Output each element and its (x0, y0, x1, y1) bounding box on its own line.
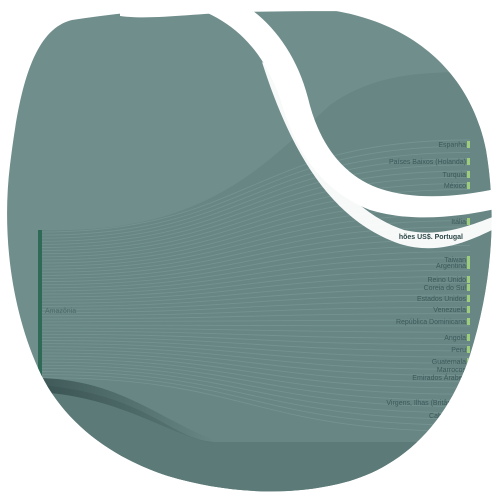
flow-link (41, 336, 471, 352)
target-label: México (444, 183, 466, 190)
flow-link (41, 282, 471, 304)
flow-link (41, 158, 471, 242)
target-node (467, 256, 470, 263)
flow-link (41, 374, 471, 426)
flow-link (41, 288, 471, 307)
target-node (467, 284, 470, 291)
target-node (467, 412, 470, 419)
target-node (467, 318, 470, 325)
flow-link (41, 313, 471, 320)
flow-link (41, 343, 471, 364)
target-label: Estados Unidos (417, 296, 467, 303)
target-node (467, 399, 470, 406)
white-swoosh (176, 2, 500, 218)
target-node (467, 358, 470, 365)
flow-link (41, 364, 471, 408)
target-label: Reino Unido (427, 277, 466, 284)
flow-link (41, 324, 471, 327)
flow-link (41, 238, 471, 283)
flow-link (41, 300, 471, 314)
target-node (467, 262, 470, 269)
flow-link (41, 164, 471, 245)
flow-link (41, 139, 471, 233)
target-label: Turquia (443, 172, 467, 179)
target-label: Marrocos (437, 367, 467, 374)
flow-link (41, 275, 471, 301)
source-node (38, 230, 42, 385)
flow-link (41, 306, 471, 317)
target-labels: Espanha Países Baixos (Holanda) Turquia Méx… (386, 142, 466, 427)
flow-link (41, 294, 471, 310)
flow-link (41, 213, 471, 270)
flow-link (41, 319, 471, 323)
flow-links (41, 139, 471, 432)
target-label: Emirados Árabes (412, 373, 466, 382)
flow-link (41, 151, 471, 239)
target-label: Venezuela (433, 307, 466, 314)
flow-link (41, 340, 471, 358)
flow-link (41, 251, 471, 289)
target-node (467, 366, 470, 373)
target-label: Cabo Verde (429, 413, 466, 420)
flow-link (41, 220, 471, 273)
target-label: Guatemala (432, 359, 466, 366)
flow-link (41, 346, 471, 370)
flow-link (41, 377, 471, 432)
flow-link (41, 367, 471, 414)
target-label: República Dominicana (396, 319, 466, 326)
target-label: Angola (444, 335, 466, 342)
target-node (467, 306, 470, 313)
flow-link (41, 257, 471, 292)
target-label: Coreia do Sul (424, 285, 467, 292)
flow-link (41, 371, 471, 420)
target-node (467, 171, 470, 178)
target-node (467, 218, 470, 225)
flow-link (41, 352, 471, 383)
white-swoosh-lower (262, 62, 500, 249)
target-node (467, 419, 470, 426)
target-label: Espanha (438, 142, 466, 149)
flow-link (41, 355, 471, 389)
flow-link (41, 349, 471, 377)
target-node (467, 276, 470, 283)
flow-link (41, 176, 471, 252)
flow-link (41, 145, 471, 236)
target-label: Taiwan (444, 257, 466, 264)
flow-link (41, 170, 471, 248)
flow-link (41, 244, 471, 286)
source-shadow (40, 378, 215, 445)
source-label: Amazônia (45, 308, 76, 315)
target-label: Virgens, Ilhas (Britânicas) (386, 400, 466, 407)
target-node (467, 141, 470, 148)
target-node (467, 182, 470, 189)
target-label: Peru (451, 347, 466, 354)
target-label: Itália (451, 219, 466, 226)
highlight-label: hões US$. Portugal (399, 234, 463, 241)
upper-band (40, 71, 492, 492)
target-label: Rússia (445, 420, 467, 427)
target-node (467, 346, 470, 353)
flow-link (41, 269, 471, 298)
target-node (467, 158, 470, 165)
flow-link (41, 361, 471, 401)
target-node (467, 334, 470, 341)
flow-link (41, 182, 471, 255)
flow-link (41, 330, 471, 339)
flow-link (41, 263, 471, 295)
target-label: Argentina (436, 263, 466, 270)
flow-link (41, 327, 471, 333)
target-node (467, 295, 470, 302)
flow-link (41, 358, 471, 395)
target-node (467, 374, 470, 381)
target-label: Países Baixos (Holanda) (389, 159, 466, 166)
flow-link (41, 333, 471, 346)
